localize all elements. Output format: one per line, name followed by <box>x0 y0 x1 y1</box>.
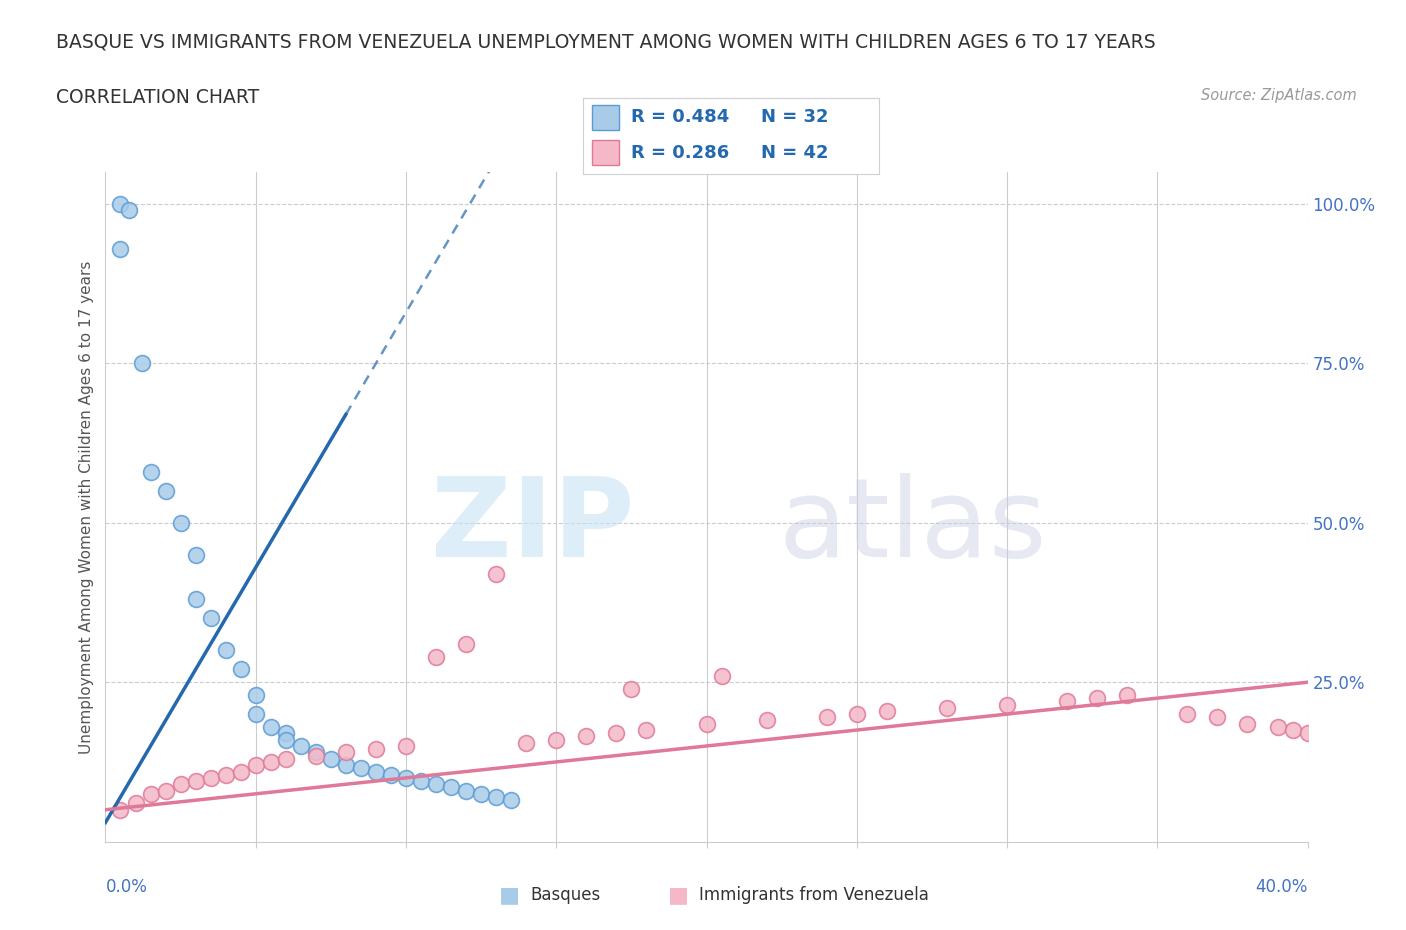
Text: 40.0%: 40.0% <box>1256 879 1308 897</box>
Point <box>139 787 162 802</box>
Bar <box>592 140 619 165</box>
Point <box>364 742 387 757</box>
Point <box>815 710 838 724</box>
Point <box>575 729 598 744</box>
Point <box>319 751 342 766</box>
Point <box>184 774 207 789</box>
Point <box>214 767 236 782</box>
Point <box>409 774 432 789</box>
Point <box>425 777 447 791</box>
Point <box>1296 725 1319 740</box>
Point <box>131 356 153 371</box>
Text: N = 32: N = 32 <box>761 109 828 126</box>
Point <box>245 707 267 722</box>
Point <box>274 732 297 747</box>
Point <box>305 745 328 760</box>
Point <box>485 790 508 804</box>
Point <box>755 713 778 728</box>
Point <box>1056 694 1078 709</box>
Point <box>118 203 141 218</box>
Text: CORRELATION CHART: CORRELATION CHART <box>56 88 260 107</box>
Point <box>501 792 523 807</box>
Point <box>155 783 177 798</box>
Point <box>184 547 207 562</box>
Text: ■: ■ <box>668 884 689 905</box>
Point <box>456 783 478 798</box>
Point <box>1085 691 1108 706</box>
Point <box>380 767 402 782</box>
Text: ■: ■ <box>499 884 520 905</box>
Point <box>876 703 898 718</box>
Point <box>200 611 222 626</box>
Point <box>245 758 267 773</box>
Point <box>110 803 132 817</box>
Point <box>155 484 177 498</box>
Point <box>1267 720 1289 735</box>
Point <box>395 738 418 753</box>
Point <box>364 764 387 779</box>
Point <box>290 738 312 753</box>
Point <box>350 761 373 776</box>
Point <box>335 745 357 760</box>
Point <box>1236 716 1258 731</box>
Point <box>710 669 733 684</box>
Text: ZIP: ZIP <box>432 473 634 580</box>
Point <box>124 796 146 811</box>
Point <box>110 196 132 211</box>
Point <box>214 643 236 658</box>
Point <box>229 662 252 677</box>
Point <box>305 748 328 763</box>
Point <box>696 716 718 731</box>
Text: atlas: atlas <box>779 473 1047 580</box>
Point <box>1116 687 1139 702</box>
Point <box>425 649 447 664</box>
Point <box>245 687 267 702</box>
Text: 0.0%: 0.0% <box>105 879 148 897</box>
Point <box>260 720 283 735</box>
Point <box>184 591 207 606</box>
Point <box>395 770 418 785</box>
Point <box>1206 710 1229 724</box>
Point <box>169 777 191 791</box>
Point <box>620 681 643 696</box>
Text: BASQUE VS IMMIGRANTS FROM VENEZUELA UNEMPLOYMENT AMONG WOMEN WITH CHILDREN AGES : BASQUE VS IMMIGRANTS FROM VENEZUELA UNEM… <box>56 33 1156 51</box>
Point <box>1175 707 1198 722</box>
Text: N = 42: N = 42 <box>761 143 828 162</box>
Point <box>440 780 463 795</box>
Point <box>274 725 297 740</box>
Text: Immigrants from Venezuela: Immigrants from Venezuela <box>699 885 928 904</box>
Point <box>636 723 658 737</box>
Point <box>470 787 492 802</box>
Text: R = 0.484: R = 0.484 <box>631 109 728 126</box>
Bar <box>592 105 619 129</box>
Point <box>456 636 478 651</box>
Point <box>605 725 627 740</box>
Point <box>260 754 283 769</box>
Point <box>936 700 959 715</box>
Point <box>1281 723 1303 737</box>
Point <box>546 732 568 747</box>
Point <box>200 770 222 785</box>
Text: Basques: Basques <box>530 885 600 904</box>
Y-axis label: Unemployment Among Women with Children Ages 6 to 17 years: Unemployment Among Women with Children A… <box>79 260 94 753</box>
Point <box>274 751 297 766</box>
Point <box>229 764 252 779</box>
Point <box>139 464 162 479</box>
Point <box>110 241 132 256</box>
Point <box>169 515 191 530</box>
Text: R = 0.286: R = 0.286 <box>631 143 728 162</box>
Point <box>845 707 868 722</box>
Text: Source: ZipAtlas.com: Source: ZipAtlas.com <box>1201 88 1357 103</box>
Point <box>995 698 1018 712</box>
Point <box>485 566 508 581</box>
Point <box>335 758 357 773</box>
Point <box>515 736 537 751</box>
